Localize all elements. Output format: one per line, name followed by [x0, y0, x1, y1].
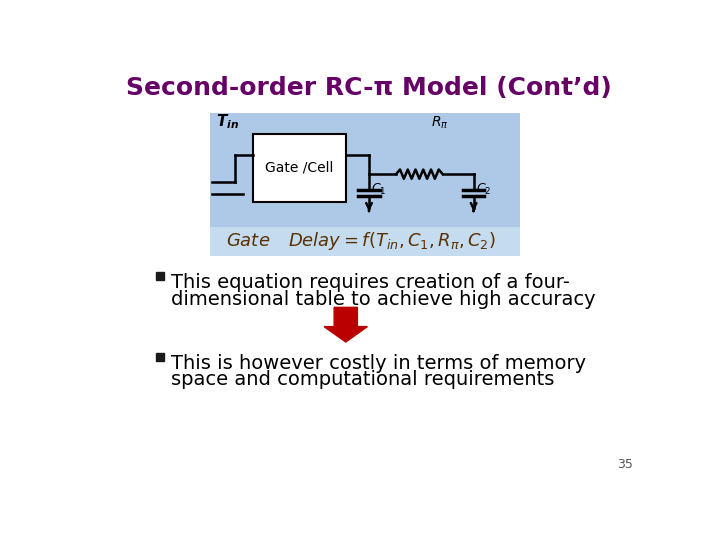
- Text: This equation requires creation of a four-: This equation requires creation of a fou…: [171, 273, 570, 292]
- Text: This is however costly in terms of memory: This is however costly in terms of memor…: [171, 354, 586, 373]
- Polygon shape: [324, 307, 367, 342]
- Text: $C_1$: $C_1$: [372, 181, 387, 197]
- Text: $Delay = f(T_{in}, C_1, R_{\pi}, C_2)$: $Delay = f(T_{in}, C_1, R_{\pi}, C_2)$: [287, 230, 495, 252]
- Text: $C_2$: $C_2$: [476, 181, 491, 197]
- Text: Gate /Cell: Gate /Cell: [265, 161, 333, 175]
- Text: $Gate$: $Gate$: [225, 232, 270, 250]
- Text: space and computational requirements: space and computational requirements: [171, 370, 554, 389]
- Bar: [210, 112, 520, 226]
- Bar: [210, 226, 520, 256]
- Text: Second-order RC-π Model (Cont’d): Second-order RC-π Model (Cont’d): [126, 76, 612, 100]
- Text: $R_{\pi}$: $R_{\pi}$: [431, 114, 449, 131]
- Text: 35: 35: [616, 458, 632, 471]
- Bar: [253, 134, 346, 202]
- Text: $\bfit{T}_{in}$: $\bfit{T}_{in}$: [216, 112, 240, 131]
- Text: dimensional table to achieve high accuracy: dimensional table to achieve high accura…: [171, 289, 595, 309]
